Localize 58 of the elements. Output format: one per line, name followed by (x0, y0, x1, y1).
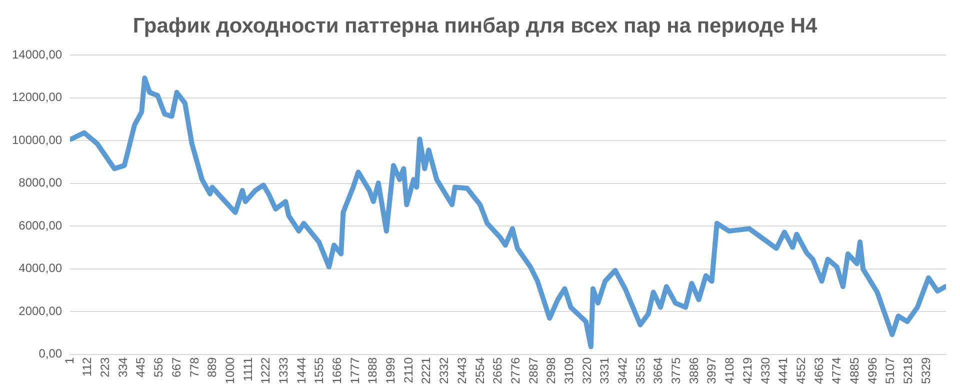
x-tick-label: 778 (187, 356, 202, 378)
x-tick-label: 2998 (544, 356, 558, 384)
x-tick-label: 5107 (883, 356, 898, 384)
x-tick-label: 1222 (258, 356, 273, 384)
x-tick-label: 223 (98, 356, 112, 378)
x-tick-label: 1888 (366, 356, 380, 384)
x-tick-label: 4885 (847, 356, 862, 384)
x-tick-label: 5329 (918, 356, 933, 384)
x-tick-label: 2665 (490, 356, 505, 384)
chart-title: График доходности паттерна пинбар для всех пар на периоде H4 (132, 14, 818, 38)
x-tick-label: 4330 (758, 356, 772, 384)
x-tick-label: 3775 (669, 356, 684, 384)
x-tick-label: 2221 (419, 356, 434, 384)
x-tick-label: 4441 (776, 356, 790, 384)
x-tick-label: 4552 (794, 356, 808, 384)
y-tick-label: 10000,00 (12, 132, 62, 147)
x-tick-label: 4774 (830, 356, 844, 384)
x-tick-label: 1666 (330, 356, 344, 384)
x-tick-label: 112 (80, 356, 94, 376)
x-tick-label: 1 (62, 356, 76, 364)
x-tick-label: 4219 (740, 356, 754, 384)
x-tick-label: 1555 (312, 356, 326, 384)
y-tick-label: 12000,00 (12, 90, 62, 104)
x-tick-label: 4996 (865, 356, 880, 384)
y-tick-label: 4000,00 (18, 261, 62, 276)
x-tick-label: 2887 (526, 356, 540, 384)
x-tick-label: 889 (205, 356, 220, 378)
x-tick-label: 2443 (454, 356, 469, 384)
y-tick-label: 2000,00 (18, 304, 62, 318)
x-tick-label: 1444 (294, 356, 308, 384)
x-tick-label: 1000 (222, 356, 237, 384)
x-tick-label: 334 (116, 356, 130, 378)
y-tick-label: 8000,00 (18, 176, 62, 190)
x-tick-label: 3442 (616, 356, 630, 384)
y-tick-label: 14000,00 (12, 48, 62, 62)
x-tick-label: 3553 (633, 356, 648, 384)
x-tick-label: 667 (169, 356, 184, 378)
x-tick-label: 2776 (508, 356, 522, 384)
x-tick-label: 1777 (348, 356, 362, 384)
y-tick-label: 6000,00 (18, 218, 62, 232)
y-tick-label: 0,00 (38, 346, 62, 361)
x-tick-label: 1111 (240, 356, 255, 382)
x-tick-label: 4663 (812, 356, 826, 384)
x-tick-label: 2110 (401, 356, 416, 384)
x-tick-label: 3331 (598, 356, 612, 384)
x-tick-label: 1333 (276, 356, 290, 384)
x-tick-label: 3886 (686, 356, 701, 384)
x-tick-label: 1999 (384, 356, 398, 384)
x-tick-label: 4108 (722, 356, 737, 384)
x-tick-label: 2554 (472, 356, 487, 384)
x-tick-label: 2332 (437, 356, 452, 384)
x-tick-label: 556 (152, 356, 166, 378)
x-tick-label: 3109 (562, 356, 576, 384)
x-tick-label: 3220 (580, 356, 594, 384)
x-tick-label: 3997 (704, 356, 719, 384)
x-tick-label: 3664 (651, 356, 666, 384)
x-tick-label: 5218 (901, 356, 916, 384)
x-tick-label: 445 (134, 356, 148, 378)
